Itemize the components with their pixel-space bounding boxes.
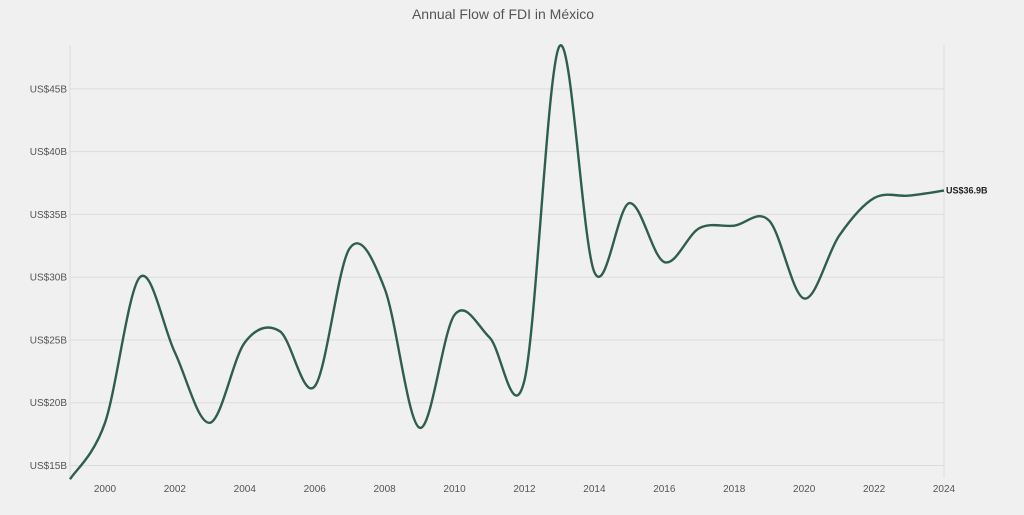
- y-axis-ticks: US$15B US$20B US$25B US$30B US$35B US$40B US$4…: [30, 84, 68, 472]
- x-tick-label: 2002: [164, 484, 187, 495]
- y-tick-label: US$45B: [30, 84, 68, 95]
- x-tick-label: 2022: [863, 484, 886, 495]
- chart-title: Annual Flow of FDI in México: [412, 6, 594, 22]
- x-tick-label: 2020: [793, 484, 816, 495]
- gridlines: [69, 45, 945, 478]
- x-axis-ticks: 2000 2002 2004 2006 2008 2010 2012 2014 2016 2018…: [94, 484, 956, 495]
- y-tick-label: US$25B: [30, 335, 68, 346]
- last-value-label: US$36.9B: [946, 186, 988, 196]
- x-tick-label: 2006: [304, 484, 327, 495]
- y-tick-label: US$40B: [30, 147, 68, 158]
- x-tick-label: 2010: [443, 484, 466, 495]
- y-tick-label: US$15B: [30, 461, 68, 472]
- x-tick-label: 2024: [933, 484, 956, 495]
- x-tick-label: 2000: [94, 484, 117, 495]
- y-tick-label: US$35B: [30, 210, 68, 221]
- y-tick-label: US$30B: [30, 273, 68, 284]
- x-tick-label: 2016: [653, 484, 676, 495]
- y-tick-label: US$20B: [30, 398, 68, 409]
- fdi-series-line: [68, 44, 945, 480]
- x-tick-label: 2014: [583, 484, 606, 495]
- x-tick-label: 2008: [374, 484, 397, 495]
- x-tick-label: 2012: [513, 484, 536, 495]
- x-tick-label: 2018: [723, 484, 746, 495]
- x-tick-label: 2004: [234, 484, 257, 495]
